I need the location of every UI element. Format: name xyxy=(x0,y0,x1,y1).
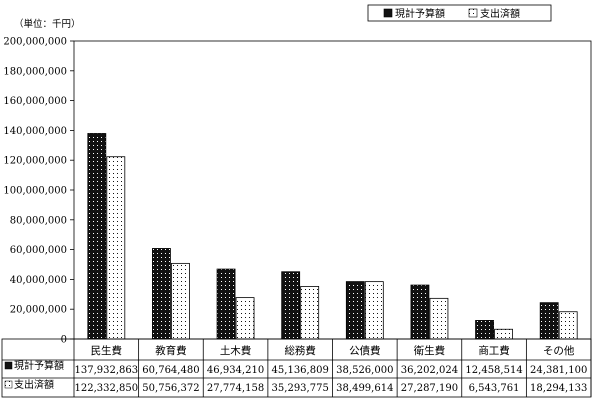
category-label: 商工費 xyxy=(478,344,510,357)
table-cell-spent: 50,756,372 xyxy=(142,383,199,394)
y-tick-label: 180,000,000 xyxy=(3,66,67,77)
category-label: 公債費 xyxy=(349,344,381,357)
category-label: その他 xyxy=(543,344,575,357)
bar-spent xyxy=(494,328,513,340)
table-cell-spent: 27,774,158 xyxy=(207,383,264,394)
bar-spent xyxy=(171,262,190,340)
bar-budget xyxy=(539,302,559,340)
bar-spent xyxy=(558,311,578,340)
y-tick-label: 20,000,000 xyxy=(10,305,67,316)
bar-budget xyxy=(410,284,430,340)
bar-budget xyxy=(281,271,301,340)
table-cell-budget: 137,932,863 xyxy=(75,365,139,376)
table-row-spent-swatch xyxy=(4,380,13,389)
bar-spent xyxy=(429,297,449,340)
legend: 現計予算額 支出済額 xyxy=(367,4,552,22)
table-cell-budget: 12,458,514 xyxy=(465,365,522,376)
table-cell-spent: 35,293,775 xyxy=(272,383,329,394)
data-table: 現計予算額 支出済額 民生費 137,932,863 122,332,850 教育費 6… xyxy=(1,338,592,398)
bar-budget xyxy=(87,133,107,340)
table-cell-spent: 27,287,190 xyxy=(401,383,458,394)
y-tick-label: 80,000,000 xyxy=(10,215,67,226)
legend-box xyxy=(367,4,552,22)
unit-label: （単位：千円） xyxy=(14,18,81,30)
legend-label-budget: 現計予算額 xyxy=(395,7,445,20)
table-cell-budget: 46,934,210 xyxy=(207,365,264,376)
y-tick-label: 0 xyxy=(61,335,67,346)
category-label: 衛生費 xyxy=(414,344,446,357)
y-tick-label: 200,000,000 xyxy=(3,37,67,48)
table-cell-spent: 6,543,761 xyxy=(469,383,520,394)
y-tick-label: 140,000,000 xyxy=(3,126,67,137)
bar-spent xyxy=(300,286,320,340)
table-cell-budget: 60,764,480 xyxy=(142,365,199,376)
table-cell-spent: 122,332,850 xyxy=(75,383,139,394)
bar-budget xyxy=(475,320,494,340)
table-row-budget-swatch xyxy=(4,361,13,370)
category-label: 総務費 xyxy=(284,344,316,357)
table-cell-budget: 45,136,809 xyxy=(272,365,329,376)
table-cell-spent: 38,499,614 xyxy=(336,383,393,394)
y-axis: 0 20,000,000 40,000,000 60,000,000 80,000,00… xyxy=(3,37,74,346)
y-tick-label: 40,000,000 xyxy=(10,275,67,286)
plot-area xyxy=(73,40,592,340)
bar-budget xyxy=(216,268,236,340)
legend-swatch-budget xyxy=(383,8,393,18)
table-row-budget-label: 現計予算額 xyxy=(14,359,64,372)
bar-spent xyxy=(106,156,126,340)
legend-swatch-spent xyxy=(468,8,478,18)
bar-spent xyxy=(364,281,384,340)
bar-budget xyxy=(345,281,365,340)
y-tick-label: 160,000,000 xyxy=(3,96,67,107)
category-label: 土木費 xyxy=(220,344,252,357)
legend-label-spent: 支出済額 xyxy=(480,7,520,20)
y-tick-label: 100,000,000 xyxy=(3,186,67,197)
category-label: 民生費 xyxy=(91,344,123,357)
table-cell-budget: 24,381,100 xyxy=(530,365,587,376)
y-tick-label: 60,000,000 xyxy=(10,245,67,256)
table-cell-spent: 18,294,133 xyxy=(530,383,587,394)
table-cell-budget: 36,202,024 xyxy=(401,365,458,376)
bar-spent xyxy=(235,297,255,340)
table-cell-budget: 38,526,000 xyxy=(336,365,393,376)
table-row-spent-label: 支出済額 xyxy=(14,378,54,391)
y-tick-label: 120,000,000 xyxy=(3,156,67,167)
category-label: 教育費 xyxy=(155,344,187,357)
bar-budget xyxy=(152,248,171,340)
